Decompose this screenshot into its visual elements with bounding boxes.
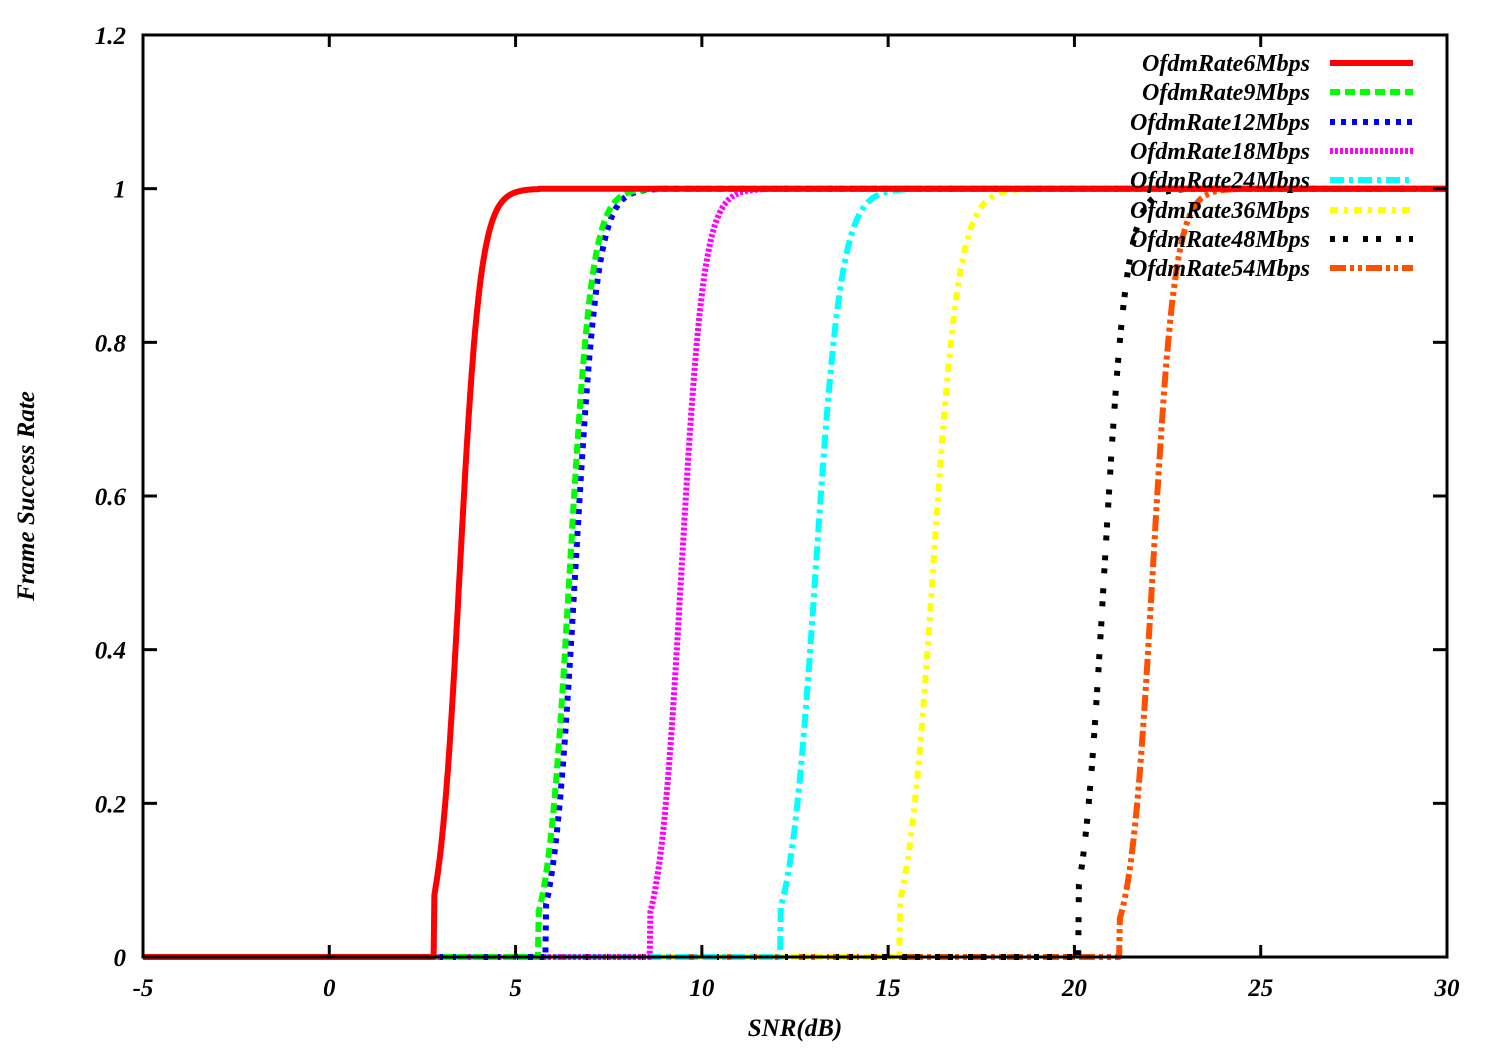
y-tick-label: 1.2 (95, 23, 126, 50)
legend-label-6mbps: OfdmRate6Mbps (1142, 51, 1310, 77)
x-tick-label: 10 (689, 975, 715, 1002)
x-tick-label: 0 (323, 975, 336, 1002)
x-tick-label: 25 (1247, 975, 1273, 1002)
y-tick-label: 0 (114, 945, 127, 972)
legend-label-18mbps: OfdmRate18Mbps (1130, 139, 1310, 165)
y-tick-labels: 0 0.2 0.4 0.6 0.8 1 1.2 (95, 23, 127, 972)
x-tick-label: -5 (133, 975, 154, 1002)
series-line-ofdmrate9mbps (140, 185, 1450, 960)
series-line-ofdmrate48mbps (140, 185, 1450, 960)
series-line-ofdmrate18mbps (140, 185, 1450, 960)
legend-label-24mbps: OfdmRate24Mbps (1130, 168, 1310, 194)
legend-label-54mbps: OfdmRate54Mbps (1130, 256, 1310, 282)
x-axis-title: SNR(dB) (748, 1015, 842, 1042)
y-tick-label: 0.2 (95, 791, 126, 818)
y-tick-label: 0.6 (95, 484, 127, 511)
y-tick-label: 1 (114, 177, 127, 204)
x-tick-labels: -5 0 5 10 15 20 25 30 (133, 975, 1460, 1002)
series-line-ofdmrate24mbps (140, 185, 1450, 960)
plot-curves (140, 185, 1450, 960)
x-tick-label: 30 (1434, 975, 1461, 1002)
x-tick-label: 15 (876, 975, 901, 1002)
legend-label-9mbps: OfdmRate9Mbps (1142, 80, 1310, 106)
legend-label-36mbps: OfdmRate36Mbps (1130, 198, 1310, 224)
y-tick-label: 0.8 (95, 330, 127, 357)
x-tick-label: 20 (1061, 975, 1088, 1002)
axis-ticks (141, 33, 1449, 959)
y-tick-label: 0.4 (95, 638, 126, 665)
x-tick-label: 5 (509, 975, 522, 1002)
series-line-ofdmrate12mbps (140, 185, 1450, 960)
legend-label-12mbps: OfdmRate12Mbps (1130, 110, 1310, 136)
series-line-ofdmrate36mbps (140, 185, 1450, 960)
y-axis-title: Frame Success Rate (13, 391, 40, 602)
series-line-ofdmrate6mbps (140, 185, 1450, 960)
series-line-ofdmrate54mbps (140, 185, 1450, 960)
legend-swatches (1330, 60, 1413, 271)
legend-label-48mbps: OfdmRate48Mbps (1130, 227, 1310, 253)
legend: OfdmRate6Mbps OfdmRate9Mbps OfdmRate12Mb… (1130, 51, 1413, 282)
